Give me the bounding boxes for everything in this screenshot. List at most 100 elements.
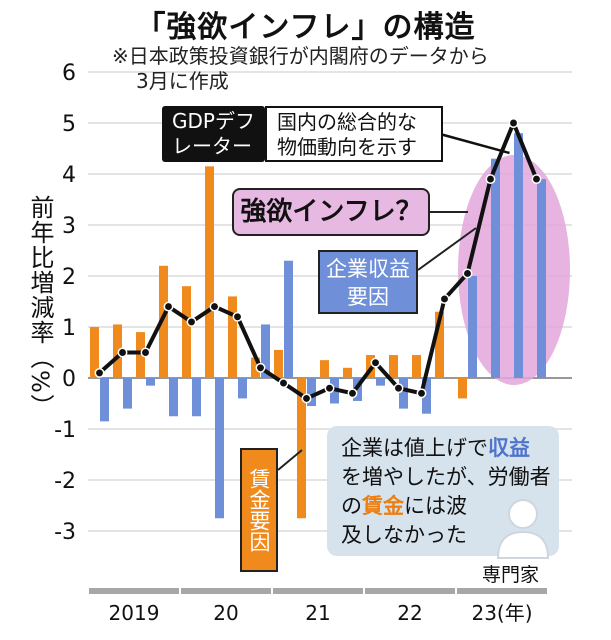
- y-tick-label: 5: [62, 112, 76, 137]
- x-tick-label: 23(年): [471, 601, 532, 625]
- x-axis-band: 2019 20 21 22 23(年): [89, 588, 547, 625]
- x-tick-label: 22: [397, 601, 422, 625]
- deflator-point: [370, 357, 381, 368]
- wage-bar: [136, 332, 145, 378]
- y-tick-label: 6: [62, 61, 76, 86]
- wage-bar: [343, 367, 352, 378]
- deflator-point: [416, 388, 427, 399]
- person-icon: [496, 499, 550, 559]
- gdp-deflator-label: GDPデフ レーター: [162, 106, 265, 162]
- deflator-point: [485, 174, 496, 185]
- y-tick-label: -2: [54, 469, 76, 494]
- deflator-point: [163, 301, 174, 312]
- wage-bar: [412, 355, 421, 378]
- deflator-point: [186, 316, 197, 327]
- wage-bar: [389, 355, 398, 378]
- profit-bar: [261, 324, 270, 378]
- year-band: [457, 588, 547, 594]
- profit-factor-label: 企業収益 要因: [318, 250, 418, 314]
- wage-factor-label: 賃金要因: [240, 448, 278, 572]
- profit-bar: [284, 260, 293, 378]
- deflator-point: [94, 367, 105, 378]
- y-tick-label: 2: [62, 265, 76, 290]
- quote-l1b: 収益: [488, 436, 530, 460]
- profit-bar: [537, 179, 546, 378]
- expert-label: 専門家: [482, 564, 540, 586]
- wage-bar: [205, 166, 214, 378]
- profit-bar: [100, 378, 109, 422]
- source-note: ※日本政策投資銀行が内閣府のデータから 3月に作成: [112, 44, 489, 94]
- profit-bar: [169, 378, 178, 417]
- x-tick-label: 20: [213, 601, 238, 625]
- deflator-point: [117, 347, 128, 358]
- deflator-point: [508, 118, 519, 128]
- gdp-deflator-label-line1: GDPデフ: [172, 109, 255, 133]
- deflator-point: [232, 311, 243, 322]
- gdp-deflator-description-line2: 物価動向を示す: [277, 135, 417, 159]
- y-axis-label: 前年比増減率（%）: [26, 195, 54, 419]
- profit-factor-label-line2: 要因: [347, 285, 389, 309]
- quote-l3c: には波: [404, 494, 467, 518]
- profit-bar: [238, 378, 247, 399]
- deflator-point: [347, 388, 358, 399]
- deflator-line: [94, 118, 542, 404]
- y-tick-label: -1: [54, 418, 76, 443]
- wage-pointer: [277, 449, 303, 471]
- profit-bar: [192, 378, 201, 417]
- y-tick-label: 1: [62, 316, 76, 341]
- quote-l1a: 企業は値上げで: [341, 436, 488, 460]
- profit-bar: [491, 158, 500, 378]
- chart-title: 「強欲インフレ」の構造: [135, 10, 476, 45]
- deflator-point: [140, 347, 151, 358]
- gdp-deflator-description-line1: 国内の総合的な: [277, 110, 417, 134]
- source-note-line2: 3月に作成: [136, 69, 229, 93]
- source-note-line1: ※日本政策投資銀行が内閣府のデータから: [112, 44, 489, 68]
- deflator-point: [531, 174, 542, 185]
- year-band: [181, 588, 271, 594]
- gdp-deflator-label-line2: レーター: [172, 134, 252, 158]
- y-tick-label: 3: [62, 214, 76, 239]
- wage-bar: [182, 286, 191, 378]
- profit-bar: [468, 276, 477, 378]
- profit-bar: [399, 378, 408, 409]
- wage-bar: [159, 265, 168, 378]
- gdp-deflator-description: 国内の総合的な 物価動向を示す: [265, 106, 443, 162]
- profit-factor-label-line1: 企業収益: [326, 257, 410, 281]
- wage-bar: [274, 349, 283, 378]
- wage-bar: [113, 324, 122, 378]
- profit-bar: [376, 378, 385, 386]
- quote-l4: 及しなかった: [341, 523, 467, 547]
- profit-bar: [514, 133, 523, 378]
- wage-bar: [458, 378, 467, 399]
- wage-bar: [297, 378, 306, 519]
- deflator-point: [301, 393, 312, 404]
- quote-l2: を増やしたが、労働者: [341, 465, 551, 489]
- profit-bar: [146, 378, 155, 386]
- deflator-point: [278, 378, 289, 389]
- wage-bar: [251, 357, 260, 378]
- quote-l3a: の: [341, 494, 362, 518]
- y-tick-label: 4: [62, 163, 76, 188]
- x-tick-label: 21: [305, 601, 330, 625]
- deflator-point: [209, 301, 220, 312]
- profit-pointer: [417, 227, 477, 271]
- wage-bar: [320, 360, 329, 378]
- gdp-pointer: [439, 132, 510, 155]
- deflator-point: [439, 294, 450, 304]
- y-tick-label: -3: [54, 520, 76, 545]
- year-band: [365, 588, 455, 594]
- deflator-point: [462, 268, 473, 279]
- year-band: [89, 588, 179, 594]
- profit-bar: [123, 378, 132, 409]
- y-tick-labels: 6 5 4 3 2 1 0 -1 -2 -3: [54, 61, 76, 545]
- wage-bar: [435, 311, 444, 378]
- bars: [90, 133, 546, 519]
- profit-bar: [307, 378, 316, 407]
- profit-bar: [422, 378, 431, 414]
- deflator-point: [393, 383, 404, 394]
- wage-bar: [90, 327, 99, 378]
- deflator-point: [324, 383, 335, 394]
- deflator-point: [255, 362, 266, 373]
- wage-bar: [228, 296, 237, 378]
